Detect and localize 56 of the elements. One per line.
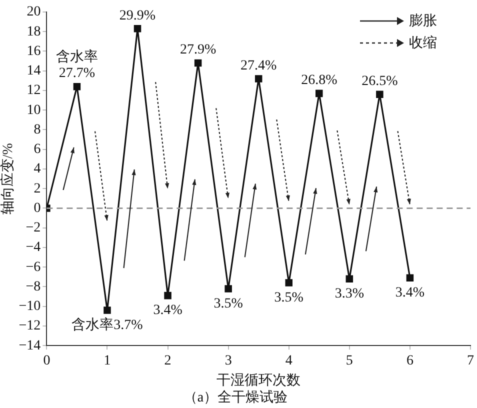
y-tick-label: 0: [34, 200, 41, 216]
annotation: 含水率: [56, 49, 98, 66]
point: [224, 285, 232, 292]
point: [376, 90, 384, 98]
y-tick-label: −10: [18, 299, 41, 314]
annotation: 3.5%: [274, 290, 304, 306]
y-tick-label: 16: [26, 44, 41, 59]
x-axis-title: 干湿循环次数: [216, 372, 301, 388]
point: [406, 274, 414, 282]
point: [346, 275, 354, 283]
point: [134, 25, 142, 32]
point: [254, 75, 262, 82]
annotation: 27.9%: [180, 42, 216, 58]
x-tick-label: 5: [346, 354, 353, 369]
annotation: 3.5%: [214, 296, 244, 312]
x-tick-label: 1: [104, 354, 111, 369]
y-tick-label: −2: [26, 220, 41, 236]
y-axis-title: 轴向应变/%: [0, 142, 16, 215]
point: [194, 59, 202, 67]
y-tick-label: 6: [34, 142, 41, 158]
point: [164, 292, 172, 300]
annotation: 膨胀: [409, 12, 437, 30]
y-tick-label: −14: [18, 338, 41, 354]
annotation: 3.4%: [153, 303, 183, 318]
annotation: 26.8%: [301, 73, 338, 88]
annotation: 3.3%: [334, 286, 364, 302]
point: [73, 82, 81, 90]
y-tick-label: 12: [26, 83, 41, 98]
y-tick-label: 4: [34, 162, 41, 177]
annotation: 收缩: [409, 34, 437, 52]
annotation: 3.4%: [395, 286, 425, 301]
y-tick-label: −12: [18, 318, 41, 334]
y-tick-label: 18: [26, 24, 41, 40]
x-tick-label: 3: [224, 354, 232, 369]
y-tick-label: 14: [26, 64, 41, 79]
x-tick-label: 6: [406, 354, 414, 369]
y-tick-label: −6: [26, 260, 41, 275]
x-tick-label: 4: [285, 354, 292, 369]
x-tick-label: 7: [467, 354, 474, 369]
annotation: 含水率3.7%: [72, 316, 144, 333]
y-tick-label: 2: [34, 181, 41, 196]
y-tick-label: 20: [26, 4, 41, 20]
x-tick-label: 2: [164, 354, 172, 369]
x-tick-label: 0: [43, 354, 50, 369]
annotation: 27.7%: [58, 66, 96, 82]
annotation: 26.5%: [362, 74, 398, 90]
point: [285, 279, 292, 286]
text: （a）全干燥试验: [183, 389, 288, 406]
annotation: 29.9%: [119, 8, 156, 24]
point: [316, 90, 323, 98]
y-tick-label: −8: [26, 279, 41, 294]
y-tick-label: 10: [26, 102, 41, 118]
annotation: 27.4%: [240, 58, 278, 74]
point: [104, 306, 111, 314]
y-tick-label: 8: [34, 122, 41, 138]
y-tick-label: −4: [26, 240, 41, 256]
